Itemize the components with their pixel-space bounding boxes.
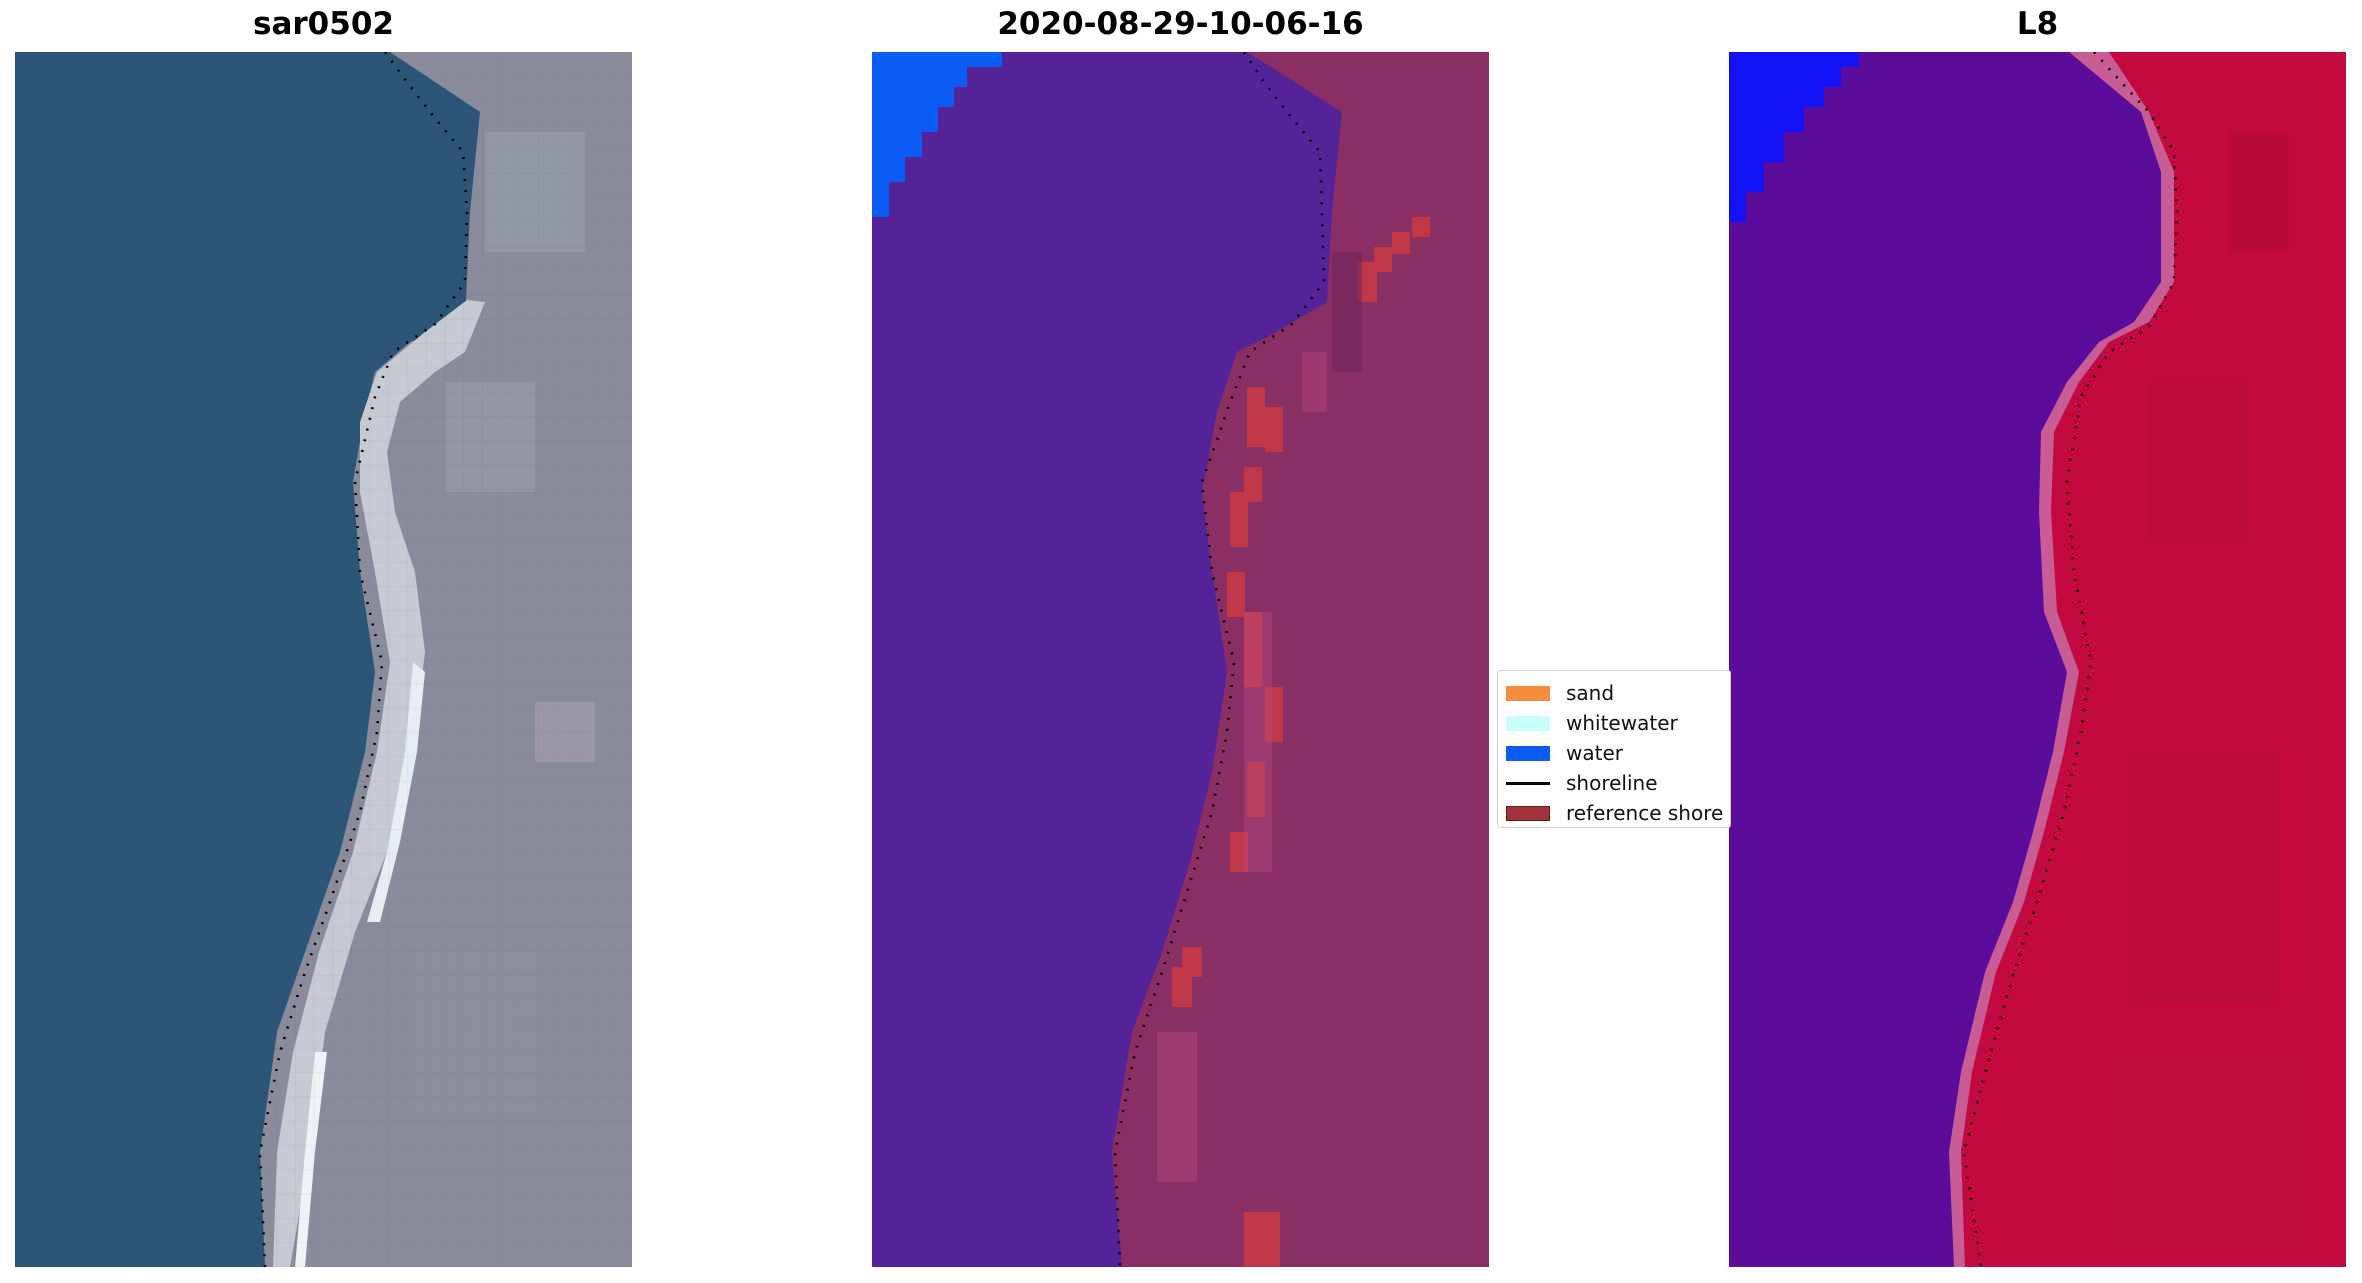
index-panel — [1729, 52, 2346, 1267]
index-blue-corner — [1729, 52, 1859, 222]
rgb-image — [15, 52, 632, 1267]
legend-item-shoreline: shoreline — [1506, 768, 1730, 798]
legend: sand whitewater water shoreline referenc… — [1497, 670, 1731, 828]
legend-label: whitewater — [1566, 711, 1678, 735]
legend-item-water: water — [1506, 738, 1730, 768]
classification-image — [872, 52, 1489, 1267]
index-image — [1729, 52, 2346, 1267]
blue-water-corner — [872, 52, 1002, 217]
panel-title-index: L8 — [2016, 6, 2059, 42]
rgb-image-panel — [15, 52, 632, 1267]
shoreline — [1962, 52, 2179, 1267]
legend-label: sand — [1566, 681, 1615, 705]
legend-label: shoreline — [1566, 771, 1658, 795]
whitewater-swatch — [1506, 715, 1550, 731]
reference-shore-pixels — [1172, 217, 1430, 1267]
water-swatch — [1506, 745, 1550, 761]
sand-swatch — [1506, 685, 1550, 701]
legend-item-sand: sand — [1506, 678, 1730, 708]
shoreline-line-swatch — [1506, 781, 1550, 785]
legend-label: water — [1566, 741, 1623, 765]
legend-label: reference shore — [1566, 801, 1724, 825]
legend-item-whitewater: whitewater — [1506, 708, 1730, 738]
land-class-area — [1112, 52, 1489, 1267]
panel-title-rgb: sar0502 — [253, 6, 394, 42]
legend-item-reference-shore: reference shore — [1506, 798, 1730, 827]
panel-title-classification: 2020-08-29-10-06-16 — [997, 6, 1364, 42]
reference-shore-swatch — [1506, 805, 1550, 821]
classification-panel — [872, 52, 1489, 1267]
